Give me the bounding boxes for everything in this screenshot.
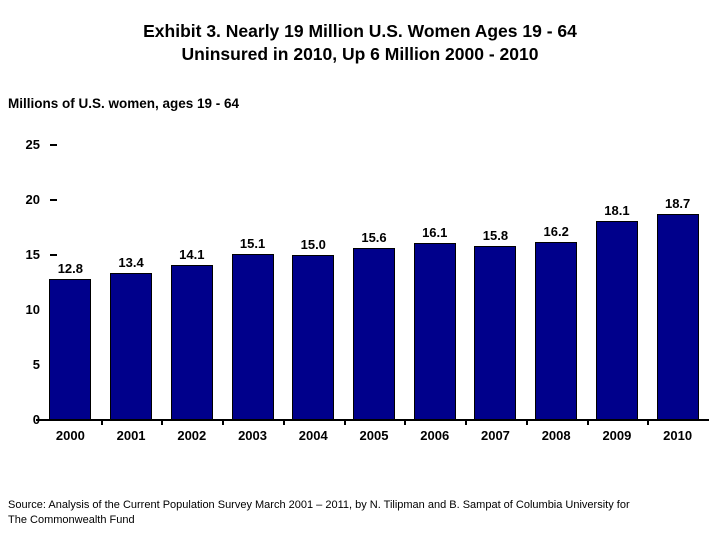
x-axis-label-2005: 2005 [359, 428, 389, 443]
bar-2010 [656, 214, 699, 420]
chart-title-line-2: Uninsured in 2010, Up 6 Million 2000 - 2… [181, 44, 539, 64]
y-axis-tick-label: 10 [25, 302, 40, 317]
x-axis-label-2008: 2008 [541, 428, 571, 443]
y-axis-tick-label: 5 [32, 357, 40, 372]
bar-value-label-2000: 12.8 [57, 261, 84, 276]
bar-2009 [595, 221, 638, 420]
bar-2004 [292, 255, 335, 420]
bar-2002 [170, 265, 213, 420]
x-axis-tick-mark [161, 420, 164, 425]
y-axis-tick-label: 20 [25, 192, 40, 207]
bar-2001 [110, 273, 153, 420]
y-axis-tick-mark [50, 144, 57, 146]
y-axis-tick-mark [50, 254, 57, 256]
bar-2000 [49, 279, 92, 420]
bar-value-label-2004: 15.0 [300, 237, 326, 252]
bar-value-label-2002: 14.1 [179, 247, 205, 262]
x-axis-label-2009: 2009 [602, 428, 632, 443]
bar-value-label-2005: 15.6 [361, 230, 387, 245]
bar-value-label-2001: 13.4 [118, 255, 144, 270]
x-axis-tick-mark [222, 420, 225, 425]
source-note: Source: Analysis of the Current Populati… [8, 498, 714, 528]
bar-value-label-2008: 16.2 [543, 224, 569, 239]
chart-title-line-1: Exhibit 3. Nearly 19 Million U.S. Women … [143, 21, 577, 41]
bar-2005 [353, 248, 395, 420]
bar-value-label-2007: 15.8 [482, 228, 509, 243]
x-axis-tick-mark [404, 420, 407, 425]
bar-2006 [413, 243, 456, 420]
x-axis-tick-mark [525, 420, 528, 425]
x-axis-label-2007: 2007 [480, 428, 510, 443]
x-axis-label-2003: 2003 [238, 428, 267, 443]
x-axis-label-2002: 2002 [177, 428, 207, 443]
source-note-line-2: The Commonwealth Fund [8, 514, 135, 526]
bar-2003 [231, 254, 274, 420]
x-axis-tick-mark [100, 420, 103, 425]
y-axis-unit-label: Millions of U.S. women, ages 19 - 64 [8, 96, 240, 111]
x-axis-tick-mark [465, 420, 468, 425]
y-axis-tick-label: 25 [25, 137, 40, 152]
bar-value-label-2003: 15.1 [239, 236, 266, 251]
bar-value-label-2006: 16.1 [422, 225, 448, 240]
bar-2007 [474, 246, 517, 420]
x-axis-tick-mark [343, 420, 346, 425]
chart-title: Exhibit 3. Nearly 19 Million U.S. Women … [0, 20, 720, 66]
x-axis-tick-mark [586, 420, 589, 425]
x-axis-tick-mark [282, 420, 285, 425]
bar-value-label-2009: 18.1 [604, 203, 630, 218]
y-axis-tick-label: 15 [25, 247, 40, 262]
y-axis-tick-label: 0 [32, 412, 40, 427]
x-axis-label-2001: 2001 [116, 428, 146, 443]
x-axis-tick-mark [647, 420, 650, 425]
bar-value-label-2010: 18.7 [664, 196, 691, 211]
x-axis-line [36, 419, 709, 421]
bar-2008 [535, 242, 578, 420]
x-axis-label-2006: 2006 [420, 428, 450, 443]
x-axis-label-2010: 2010 [663, 428, 693, 443]
x-axis-label-2000: 2000 [55, 428, 85, 443]
source-note-line-1: Source: Analysis of the Current Populati… [8, 499, 630, 511]
y-axis-tick-mark [50, 199, 57, 201]
x-axis-label-2004: 2004 [298, 428, 328, 443]
